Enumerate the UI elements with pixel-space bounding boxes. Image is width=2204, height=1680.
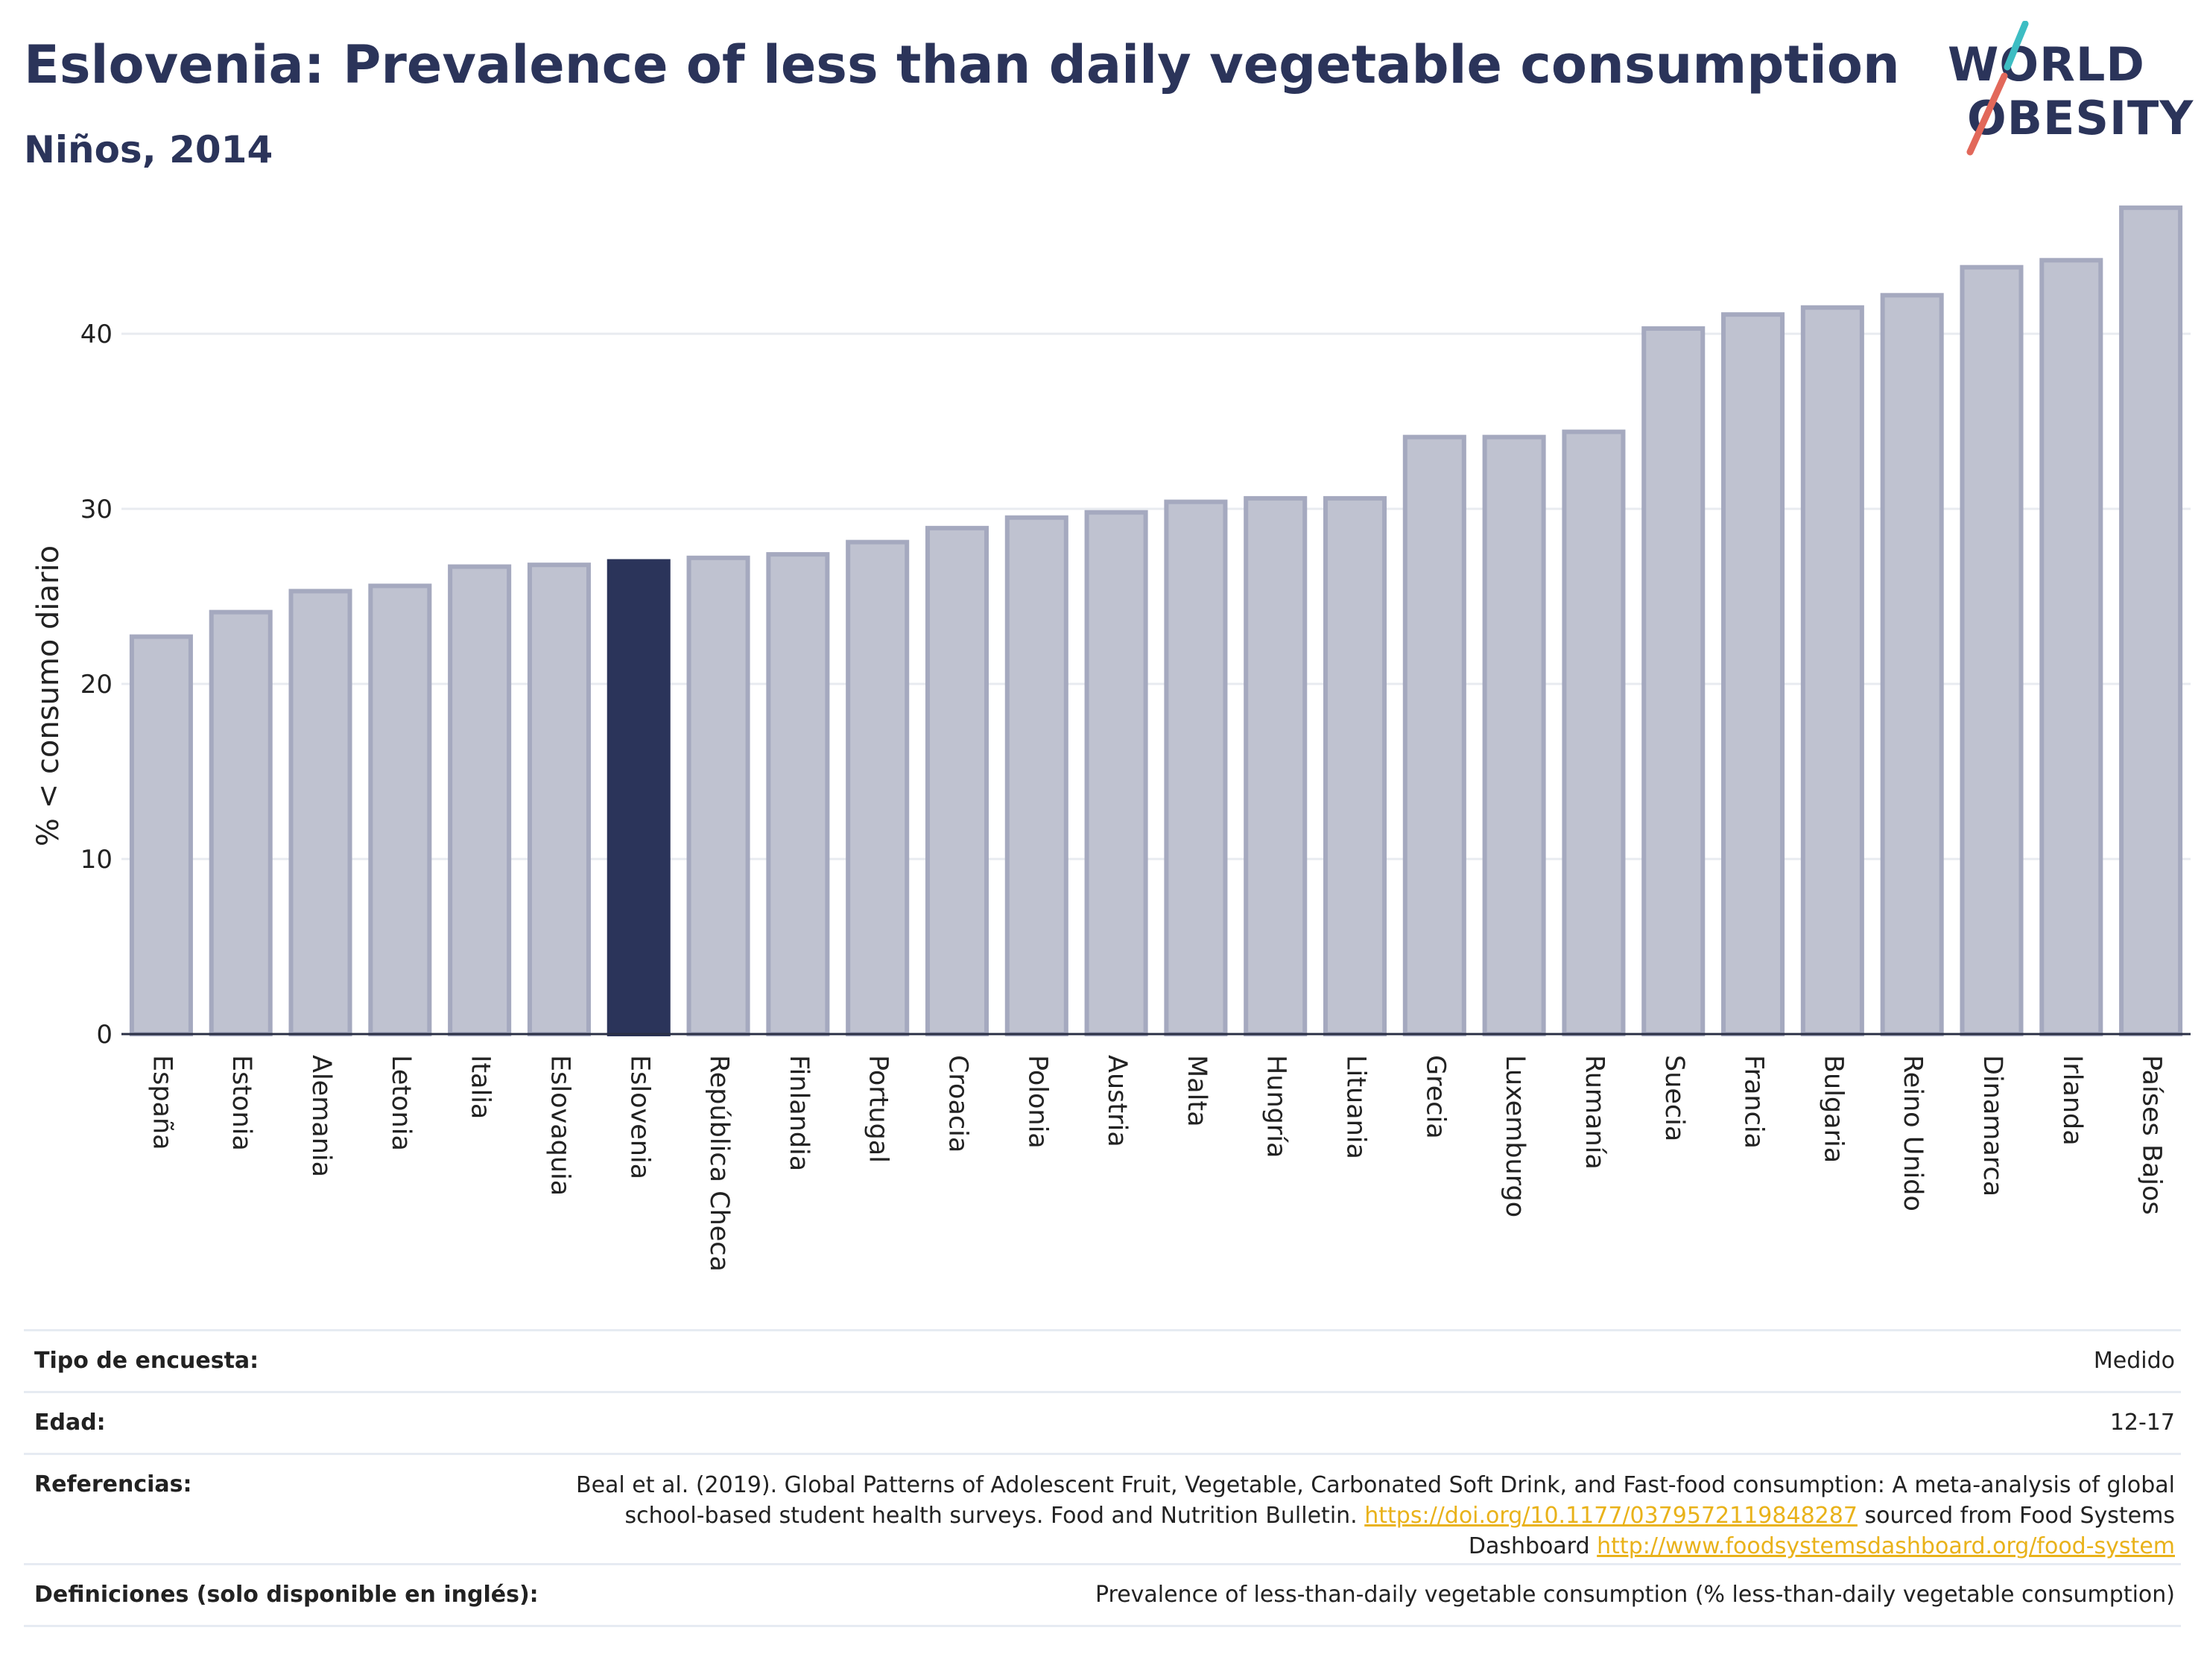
bar: [1004, 515, 1068, 1036]
x-category-label: Luxemburgo: [1500, 1055, 1530, 1217]
food-systems-dashboard-link[interactable]: http://www.foodsystemsdashboard.org/food…: [1597, 1533, 2175, 1559]
bar: [1641, 326, 1706, 1036]
logo-slash-icon: [1966, 21, 2029, 156]
age-label: Edad:: [24, 1391, 539, 1454]
x-category-label: Portugal: [864, 1055, 893, 1163]
bar-chart: 0 10 20 30 40 España Estonia Alemania Letonia It…: [31, 205, 2191, 1272]
x-category-label: Dinamarca: [1977, 1055, 2007, 1196]
y-tick-label: 40: [80, 320, 113, 349]
x-category-label: Bulgaria: [1818, 1055, 1848, 1163]
bar: [2119, 205, 2183, 1036]
info-table: Tipo de encuesta: Medido Edad: 12-17 Ref…: [24, 1329, 2181, 1627]
x-category-label: Lituania: [1341, 1055, 1371, 1159]
y-tick-label: 20: [80, 670, 113, 700]
bar: [1880, 293, 1944, 1037]
bar: [527, 562, 591, 1036]
bar: [686, 555, 750, 1036]
references-text-1: Beal et al. (2019). Global Patterns of A…: [575, 1472, 2175, 1529]
info-row-survey-type: Tipo de encuesta: Medido: [24, 1329, 2181, 1392]
x-category-label: Países Bajos: [2137, 1055, 2167, 1215]
bar: [1721, 312, 1785, 1036]
bar: [1482, 434, 1546, 1036]
x-category-label: Hungría: [1261, 1055, 1291, 1158]
references-label: Referencias:: [24, 1453, 539, 1565]
info-row-age: Edad: 12-17: [24, 1391, 2181, 1454]
bar: [766, 552, 830, 1037]
grid-lines: [121, 332, 2191, 860]
bar: [1800, 305, 1864, 1036]
bar: [1164, 499, 1228, 1037]
references-value: Beal et al. (2019). Global Patterns of A…: [538, 1453, 2181, 1565]
chart-title: Eslovenia: Prevalence of less than daily…: [24, 34, 1900, 95]
bar: [1960, 264, 2024, 1037]
bar: [1402, 434, 1466, 1036]
x-category-label: Estonia: [227, 1055, 256, 1151]
x-category-label: Francia: [1739, 1055, 1769, 1149]
y-tick-label: 10: [80, 845, 113, 875]
references-text-2: sourced from Food Systems Dashboard: [1468, 1503, 2175, 1559]
bar-highlighted: [607, 559, 671, 1036]
x-category-label: Rumanía: [1580, 1055, 1609, 1170]
x-category-label: República Checa: [704, 1055, 734, 1272]
info-row-references: Referencias: Beal et al. (2019). Global …: [24, 1453, 2181, 1565]
x-category-label: Grecia: [1420, 1055, 1450, 1139]
bar: [1323, 495, 1387, 1036]
x-category-label: Polonia: [1022, 1055, 1052, 1149]
bar: [129, 634, 193, 1036]
bar: [288, 589, 352, 1036]
doi-link[interactable]: https://doi.org/10.1177/0379572119848287: [1364, 1503, 1858, 1529]
bar: [1562, 429, 1626, 1037]
x-category-label: Croacia: [943, 1055, 972, 1153]
y-tick-label: 30: [80, 495, 113, 524]
x-category-label: Alemania: [306, 1055, 336, 1177]
bar: [209, 609, 273, 1036]
y-axis-ticks: 0 10 20 30 40: [80, 320, 113, 1050]
x-category-label: Letonia: [386, 1055, 416, 1151]
bar: [448, 564, 512, 1036]
definitions-value: Prevalence of less-than-daily vegetable …: [538, 1563, 2181, 1627]
logo-line-2: OBESITY: [1967, 91, 2194, 145]
bar: [925, 525, 989, 1037]
bar: [1084, 510, 1148, 1036]
bar: [846, 539, 910, 1036]
bars: [129, 205, 2183, 1037]
bar: [368, 583, 432, 1036]
chart-subtitle: Niños, 2014: [24, 128, 273, 171]
survey-type-label: Tipo de encuesta:: [24, 1329, 539, 1392]
world-obesity-logo[interactable]: WORLD OBESITY: [1945, 21, 2194, 162]
x-category-label: Italia: [466, 1055, 495, 1119]
bar: [2039, 258, 2103, 1036]
x-category-label: Eslovaquia: [545, 1055, 574, 1196]
x-axis-labels: España Estonia Alemania Letonia Italia Eslova…: [147, 1055, 2166, 1272]
bar: [1244, 495, 1308, 1036]
x-category-label: Suecia: [1659, 1055, 1689, 1141]
age-value: 12-17: [538, 1391, 2181, 1454]
x-category-label: Irlanda: [2057, 1055, 2087, 1146]
logo-line-1: WORLD: [1948, 37, 2145, 92]
x-category-label: España: [147, 1055, 177, 1150]
x-category-label: Austria: [1102, 1055, 1132, 1147]
x-category-label: Eslovenia: [624, 1055, 654, 1179]
definitions-label: Definiciones (solo disponible en inglés)…: [24, 1563, 539, 1627]
x-category-label: Finlandia: [784, 1055, 814, 1171]
y-tick-label: 0: [96, 1020, 113, 1050]
x-category-label: Malta: [1182, 1055, 1212, 1127]
info-row-definitions: Definiciones (solo disponible en inglés)…: [24, 1563, 2181, 1627]
x-category-label: Reino Unido: [1898, 1055, 1928, 1211]
survey-type-value: Medido: [538, 1329, 2181, 1392]
y-axis-title: % < consumo diario: [31, 545, 66, 846]
